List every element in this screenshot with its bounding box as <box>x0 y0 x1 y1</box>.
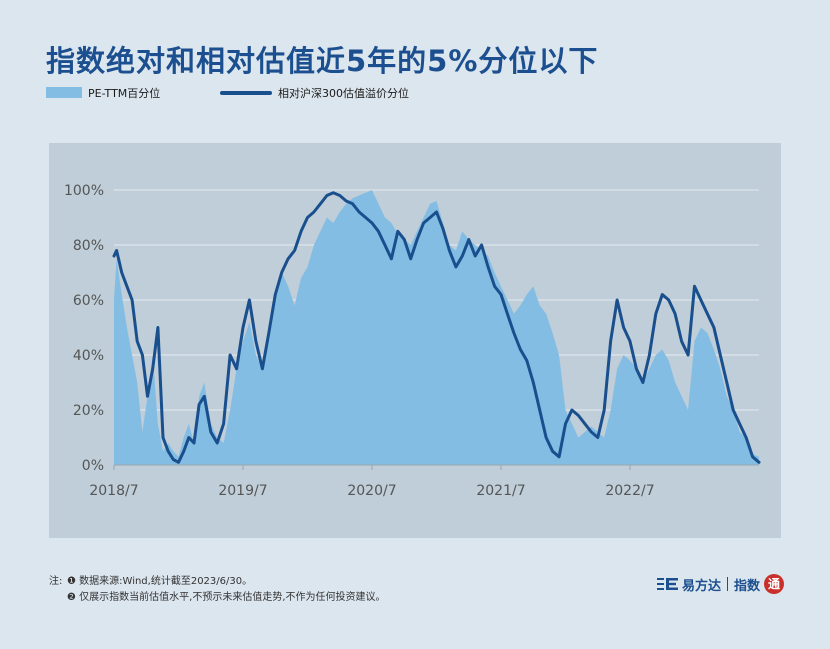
x-tick-label: 2019/7 <box>218 483 267 499</box>
legend-line-label: 相对沪深300估值溢价分位 <box>278 87 409 100</box>
chart-svg: 0% 20% 40% 60% 80% 100% 2018/7 2019/7 2020/7 2021… <box>64 183 761 499</box>
note-row-2: ❷ 仅展示指数当前估值水平,不预示未来估值走势,不作为任何投资建议。 <box>49 590 386 606</box>
note-prefix: 注: <box>49 576 63 587</box>
x-tick-label: 2020/7 <box>347 483 396 499</box>
brand-name: 易方达 <box>681 578 721 594</box>
brand-seal: 通 <box>764 574 784 594</box>
y-tick-label: 100% <box>64 183 104 199</box>
legend-area-label: PE-TTM百分位 <box>88 87 161 100</box>
y-tick-label: 60% <box>73 293 104 309</box>
chart-panel: 0% 20% 40% 60% 80% 100% 2018/7 2019/7 2020/7 2021… <box>49 143 781 538</box>
brand-e-icon <box>656 578 678 590</box>
x-tick-label: 2018/7 <box>89 483 138 499</box>
note-2-text: 仅展示指数当前估值水平,不预示未来估值走势,不作为任何投资建议。 <box>79 592 386 603</box>
y-tick-label: 40% <box>73 348 104 364</box>
note-1-text: 数据来源:Wind,统计截至2023/6/30。 <box>79 576 253 587</box>
note-2-number: ❷ <box>67 592 76 603</box>
footnotes: 注: ❶ 数据来源:Wind,统计截至2023/6/30。 ❷ 仅展示指数当前估值… <box>49 574 386 606</box>
brand-separator <box>726 577 728 591</box>
note-row-1: 注: ❶ 数据来源:Wind,统计截至2023/6/30。 <box>49 574 386 590</box>
pe-ttm-area <box>114 190 759 465</box>
legend-line-swatch <box>220 91 272 95</box>
legend-area-swatch <box>46 87 82 98</box>
y-tick-label: 0% <box>82 458 104 474</box>
note-1-number: ❶ <box>67 576 76 587</box>
x-tick-label: 2021/7 <box>476 483 525 499</box>
brand-sub: 指数 <box>733 578 760 594</box>
y-tick-label: 80% <box>73 238 104 254</box>
y-tick-label: 20% <box>73 403 104 419</box>
relative-premium-line <box>112 191 761 464</box>
brand-logo: 易方达 指数 通 <box>656 572 784 596</box>
x-tick-label: 2022/7 <box>605 483 654 499</box>
chart-title: 指数绝对和相对估值近5年的5%分位以下 <box>46 44 599 78</box>
